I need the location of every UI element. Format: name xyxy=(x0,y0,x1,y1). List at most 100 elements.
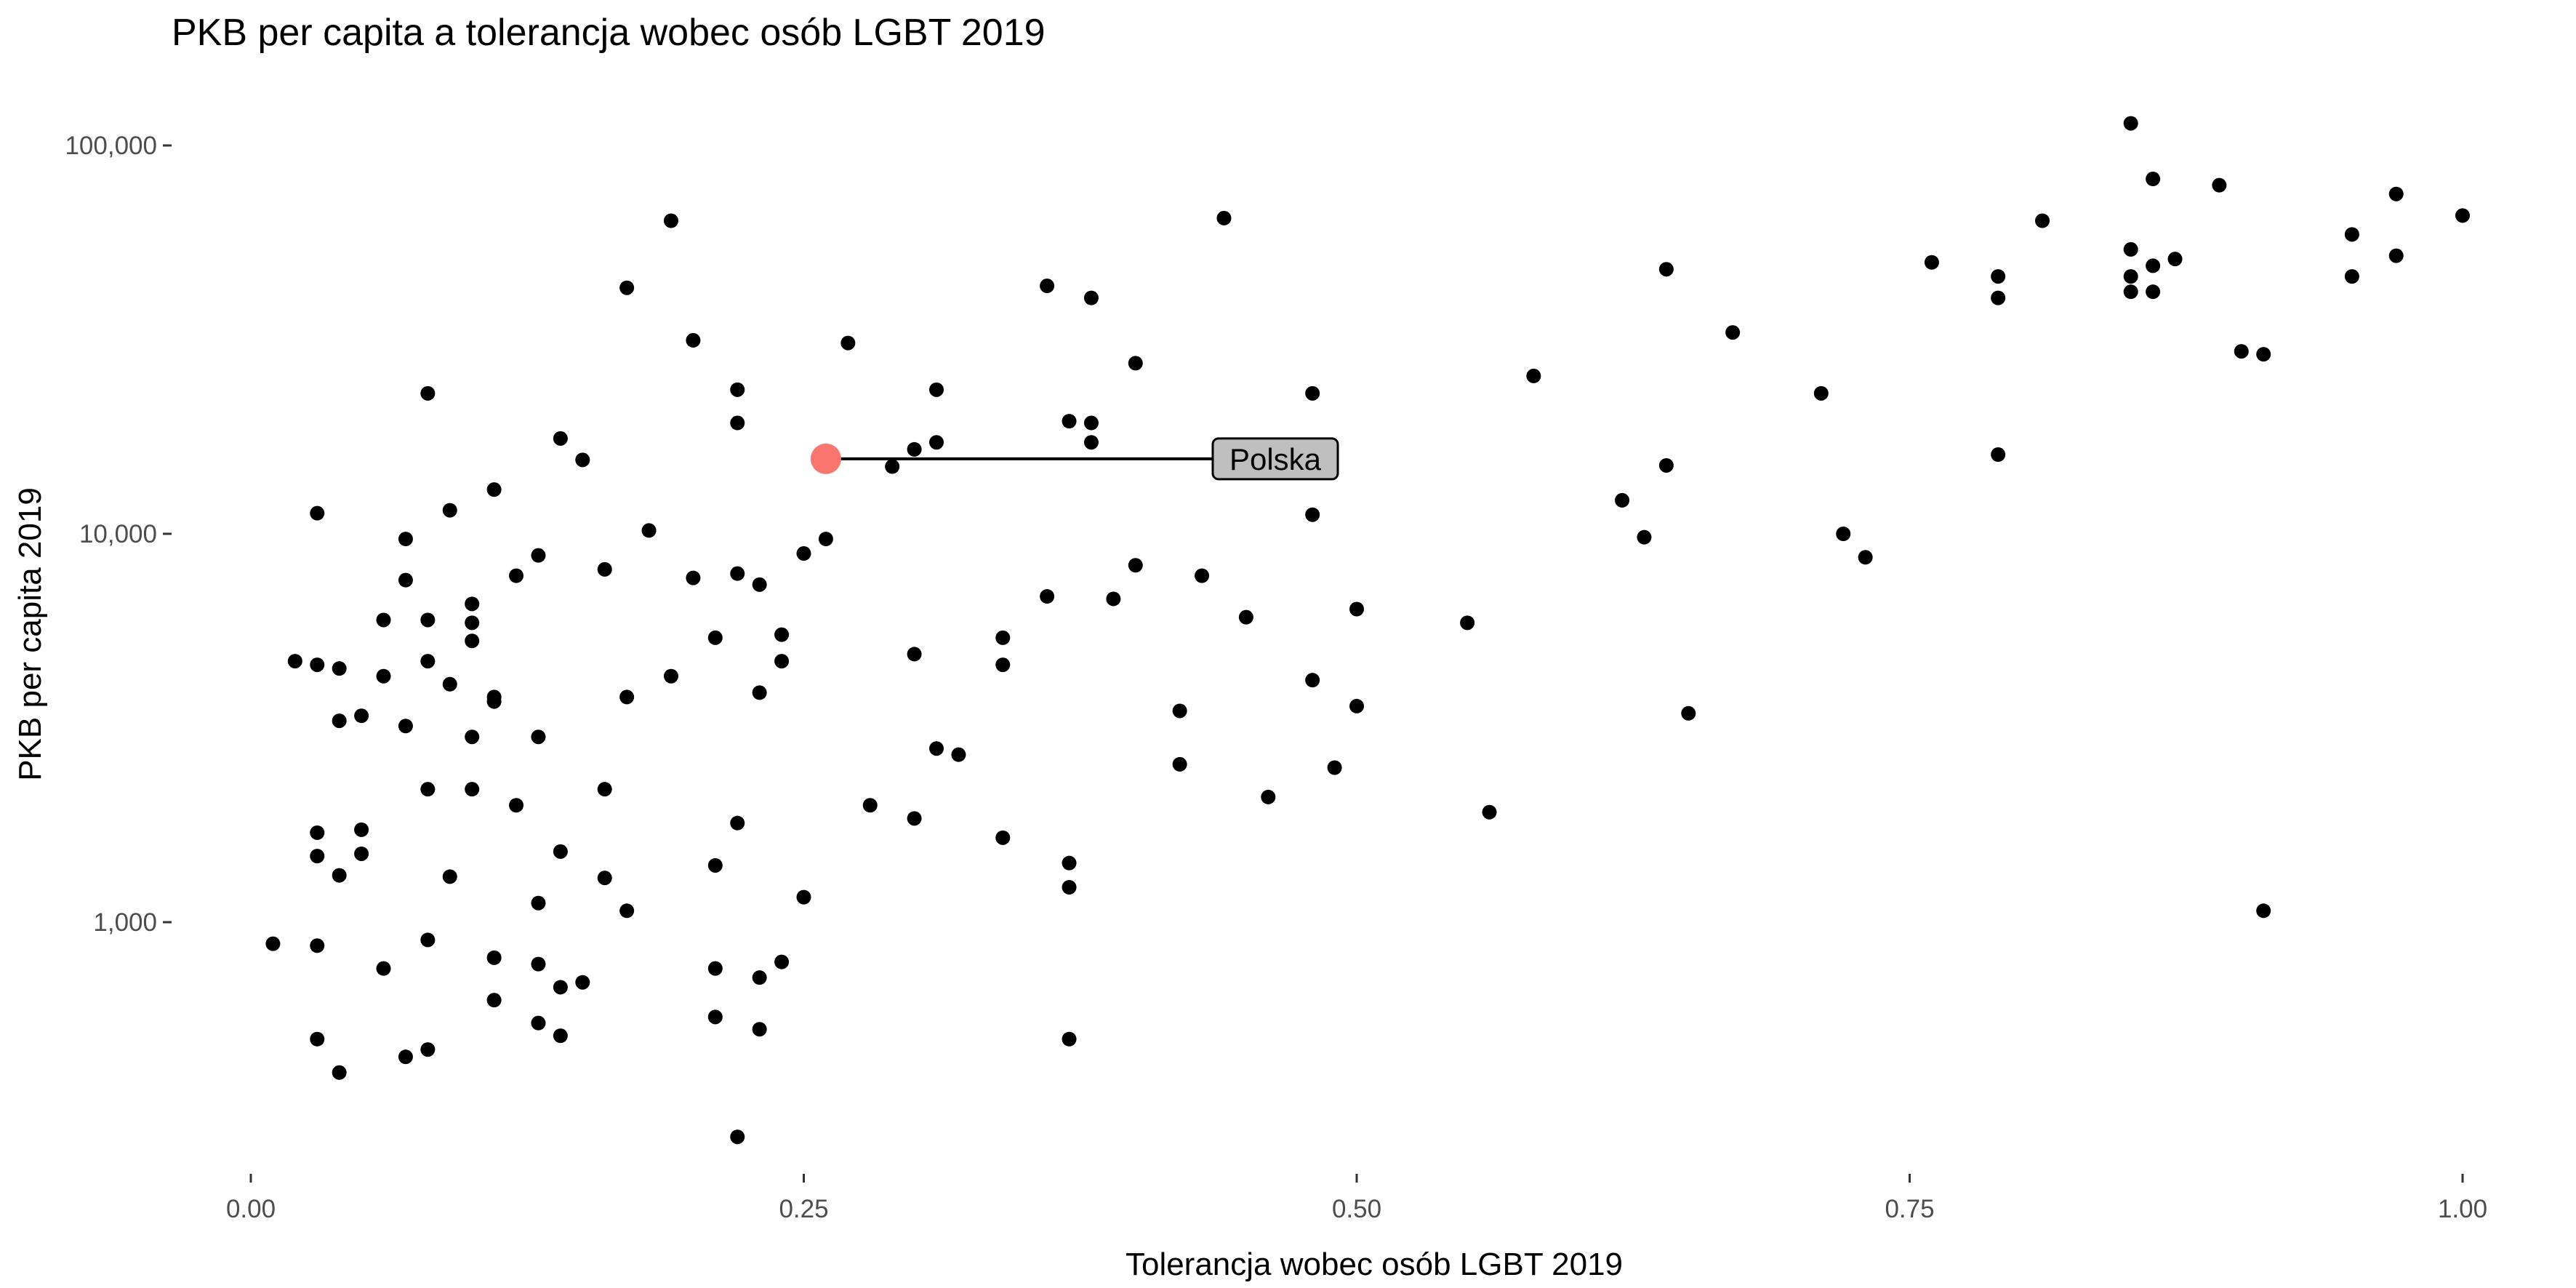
data-point xyxy=(354,708,369,724)
data-point xyxy=(465,782,480,797)
data-point xyxy=(730,415,745,431)
data-point xyxy=(2344,269,2359,284)
data-point xyxy=(929,382,944,397)
data-point xyxy=(420,385,436,401)
data-point xyxy=(1238,609,1253,625)
x-tick-label: 0.00 xyxy=(226,1195,276,1223)
data-point xyxy=(465,633,480,649)
data-point xyxy=(730,382,745,397)
data-point xyxy=(332,713,347,729)
chart-title: PKB per capita a tolerancja wobec osób L… xyxy=(172,12,1046,54)
data-point xyxy=(730,566,745,581)
data-point xyxy=(465,615,480,631)
data-point xyxy=(796,546,811,561)
data-point xyxy=(531,548,546,563)
data-point xyxy=(1658,262,1674,277)
data-point xyxy=(531,895,546,911)
y-axis-label: PKB per capita 2019 xyxy=(12,487,48,781)
data-point xyxy=(465,596,480,612)
data-point xyxy=(553,431,568,446)
data-point xyxy=(553,844,568,859)
data-point xyxy=(531,729,546,745)
data-point xyxy=(332,661,347,676)
data-point xyxy=(1991,290,2006,305)
data-point xyxy=(2388,248,2404,263)
x-tick-label: 0.25 xyxy=(779,1195,828,1223)
data-point xyxy=(265,936,281,951)
data-point xyxy=(287,654,302,669)
y-tick-label: 100,000 xyxy=(65,132,157,160)
data-point xyxy=(1062,879,1077,895)
data-point xyxy=(730,1129,745,1145)
data-point xyxy=(2123,269,2138,284)
data-point xyxy=(486,993,502,1008)
data-point xyxy=(1460,615,1475,631)
data-point xyxy=(641,523,657,538)
data-point xyxy=(2035,213,2050,228)
x-tick-label: 0.50 xyxy=(1332,1195,1381,1223)
data-point xyxy=(1261,789,1276,804)
data-point xyxy=(420,654,436,669)
data-point xyxy=(686,570,701,585)
data-point xyxy=(442,676,457,692)
data-point xyxy=(509,568,524,583)
data-point xyxy=(575,452,590,468)
data-point xyxy=(774,954,790,969)
data-point xyxy=(398,1049,413,1065)
data-point xyxy=(1637,529,1652,545)
data-point xyxy=(774,654,790,669)
data-point xyxy=(885,459,900,474)
y-axis: 1,000 10,000 100,000 xyxy=(65,132,172,937)
data-point xyxy=(1658,457,1674,473)
data-point xyxy=(398,719,413,734)
data-point xyxy=(862,798,878,813)
data-point xyxy=(1305,507,1320,522)
x-tick-label: 0.75 xyxy=(1885,1195,1934,1223)
data-point xyxy=(907,441,922,457)
data-point xyxy=(509,798,524,813)
data-point xyxy=(995,657,1011,673)
data-point xyxy=(1083,290,1099,305)
data-point xyxy=(818,532,833,547)
data-point xyxy=(310,505,325,521)
data-points xyxy=(265,116,2470,1145)
data-point xyxy=(774,627,790,642)
data-point xyxy=(486,482,502,497)
data-point xyxy=(531,956,546,972)
data-point xyxy=(420,932,436,948)
data-point xyxy=(1349,601,1364,617)
data-point xyxy=(1836,527,1851,541)
y-tick-label: 10,000 xyxy=(79,520,157,548)
data-point xyxy=(1305,673,1320,688)
y-tick-label: 1,000 xyxy=(93,908,157,937)
data-point xyxy=(2123,284,2138,300)
data-point xyxy=(2388,186,2404,201)
data-point xyxy=(1083,435,1099,450)
data-point xyxy=(707,630,723,645)
data-point xyxy=(486,950,502,965)
data-point xyxy=(796,889,811,905)
data-point xyxy=(619,280,635,295)
data-point xyxy=(752,685,767,700)
data-point xyxy=(1195,568,1210,583)
data-point xyxy=(442,869,457,884)
data-point xyxy=(1615,492,1630,508)
data-point xyxy=(354,846,369,861)
data-point xyxy=(907,647,922,662)
data-point xyxy=(1681,705,1696,721)
data-point xyxy=(663,668,678,684)
data-point xyxy=(2455,208,2470,223)
data-point xyxy=(310,1031,325,1047)
data-point xyxy=(1040,279,1055,294)
data-point xyxy=(1172,756,1187,772)
data-point xyxy=(1991,447,2006,462)
data-point xyxy=(531,1015,546,1031)
data-point xyxy=(420,782,436,797)
data-point xyxy=(376,961,391,976)
data-point xyxy=(310,938,325,953)
data-point xyxy=(1725,325,1741,340)
data-point xyxy=(332,1065,347,1080)
data-point xyxy=(420,612,436,628)
data-point xyxy=(2212,177,2227,193)
data-point xyxy=(1062,1031,1077,1047)
